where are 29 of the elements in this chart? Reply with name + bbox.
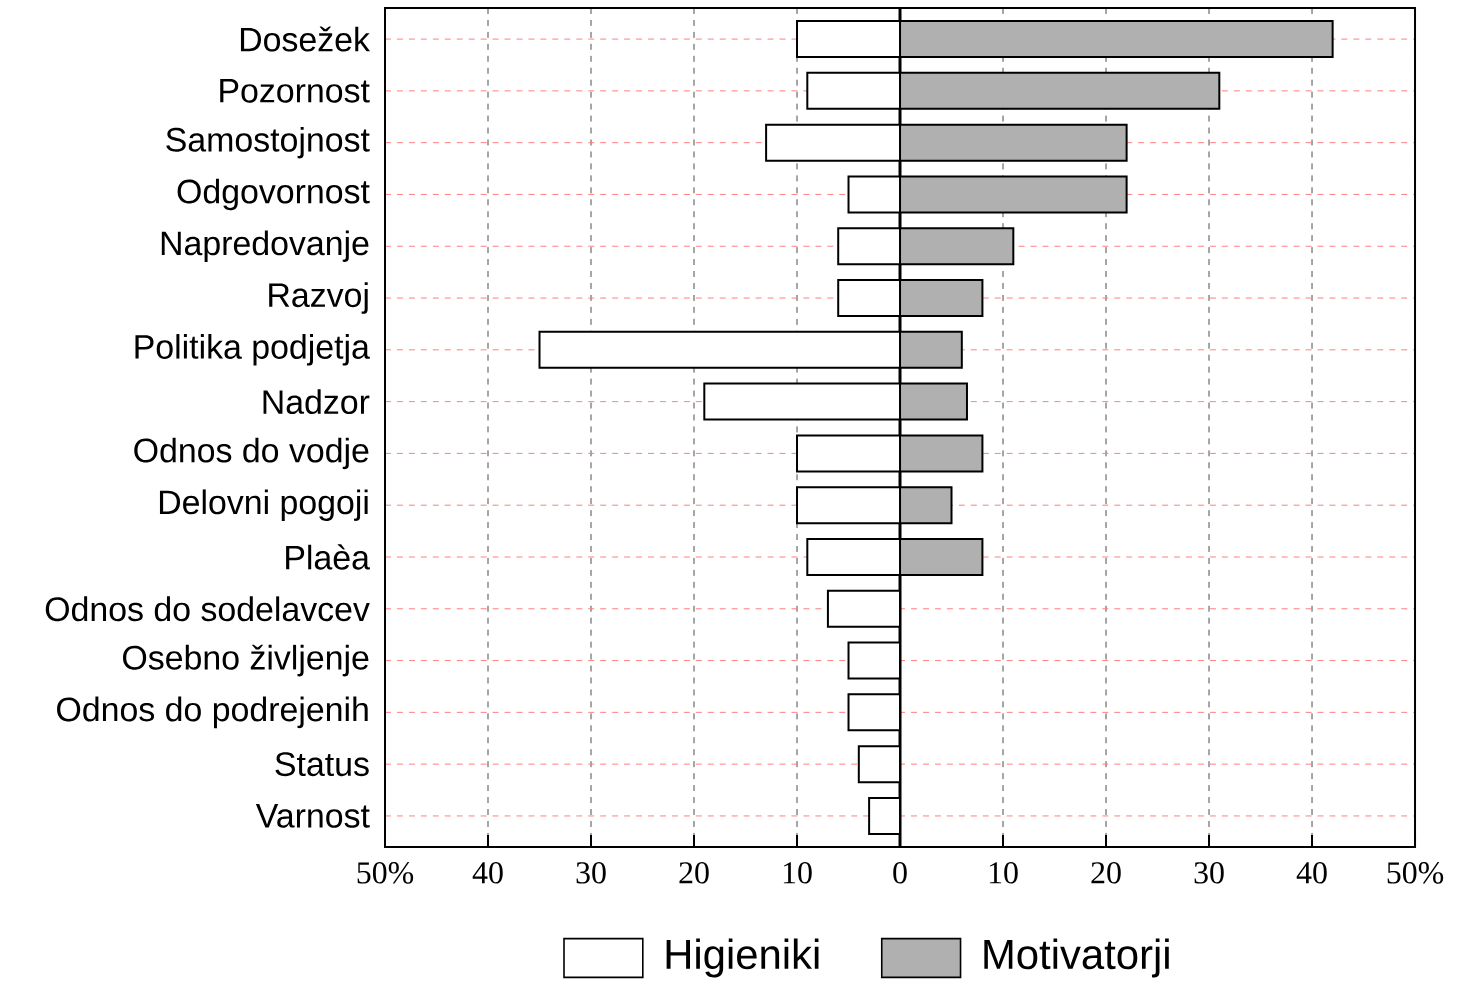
x-tick-label: 10 xyxy=(783,862,812,884)
x-tick-label: 20 xyxy=(1091,862,1121,884)
y-tick-label: Odnos do vodje xyxy=(134,437,369,470)
y-tick-label: Odnos do sodelavcev xyxy=(45,596,370,622)
y-tick-label: Status xyxy=(275,752,369,777)
y-tick-label: Delovni pogoji xyxy=(159,489,368,521)
x-tick-label: 40 xyxy=(472,862,503,884)
x-tick-label: 0 xyxy=(893,862,907,884)
x-tick-label: 20 xyxy=(679,862,709,884)
y-tick-label: Osebno življenje xyxy=(123,644,369,677)
y-tick-label: Samostojnost xyxy=(166,126,370,159)
x-tick-label: 10 xyxy=(989,862,1018,884)
y-tick-label: Odgovornost xyxy=(177,178,370,211)
y-tick-label: Dosežek xyxy=(240,26,370,52)
y-tick-label: Napredovanje xyxy=(161,230,369,263)
y-tick-label: Politika podjetja xyxy=(135,334,370,366)
legend-label: Motivatorji xyxy=(984,938,1169,978)
y-tick-label: Razvoj xyxy=(269,282,368,314)
x-tick-label: 40 xyxy=(1296,862,1327,884)
legend-label: Higieniki xyxy=(666,938,819,978)
x-tick-label: 50% xyxy=(357,862,414,884)
x-tick-label: 30 xyxy=(1194,862,1224,884)
y-tick-label: Varnost xyxy=(255,804,370,828)
y-tick-label: Pozornost xyxy=(220,79,370,103)
x-tick-label: 30 xyxy=(576,862,606,884)
y-tick-label: Plaèa xyxy=(286,544,370,570)
x-tick-label: 50% xyxy=(1387,862,1444,884)
y-tick-label: Nadzor xyxy=(263,389,370,415)
y-tick-label: Odnos do podrejenih xyxy=(57,696,368,729)
